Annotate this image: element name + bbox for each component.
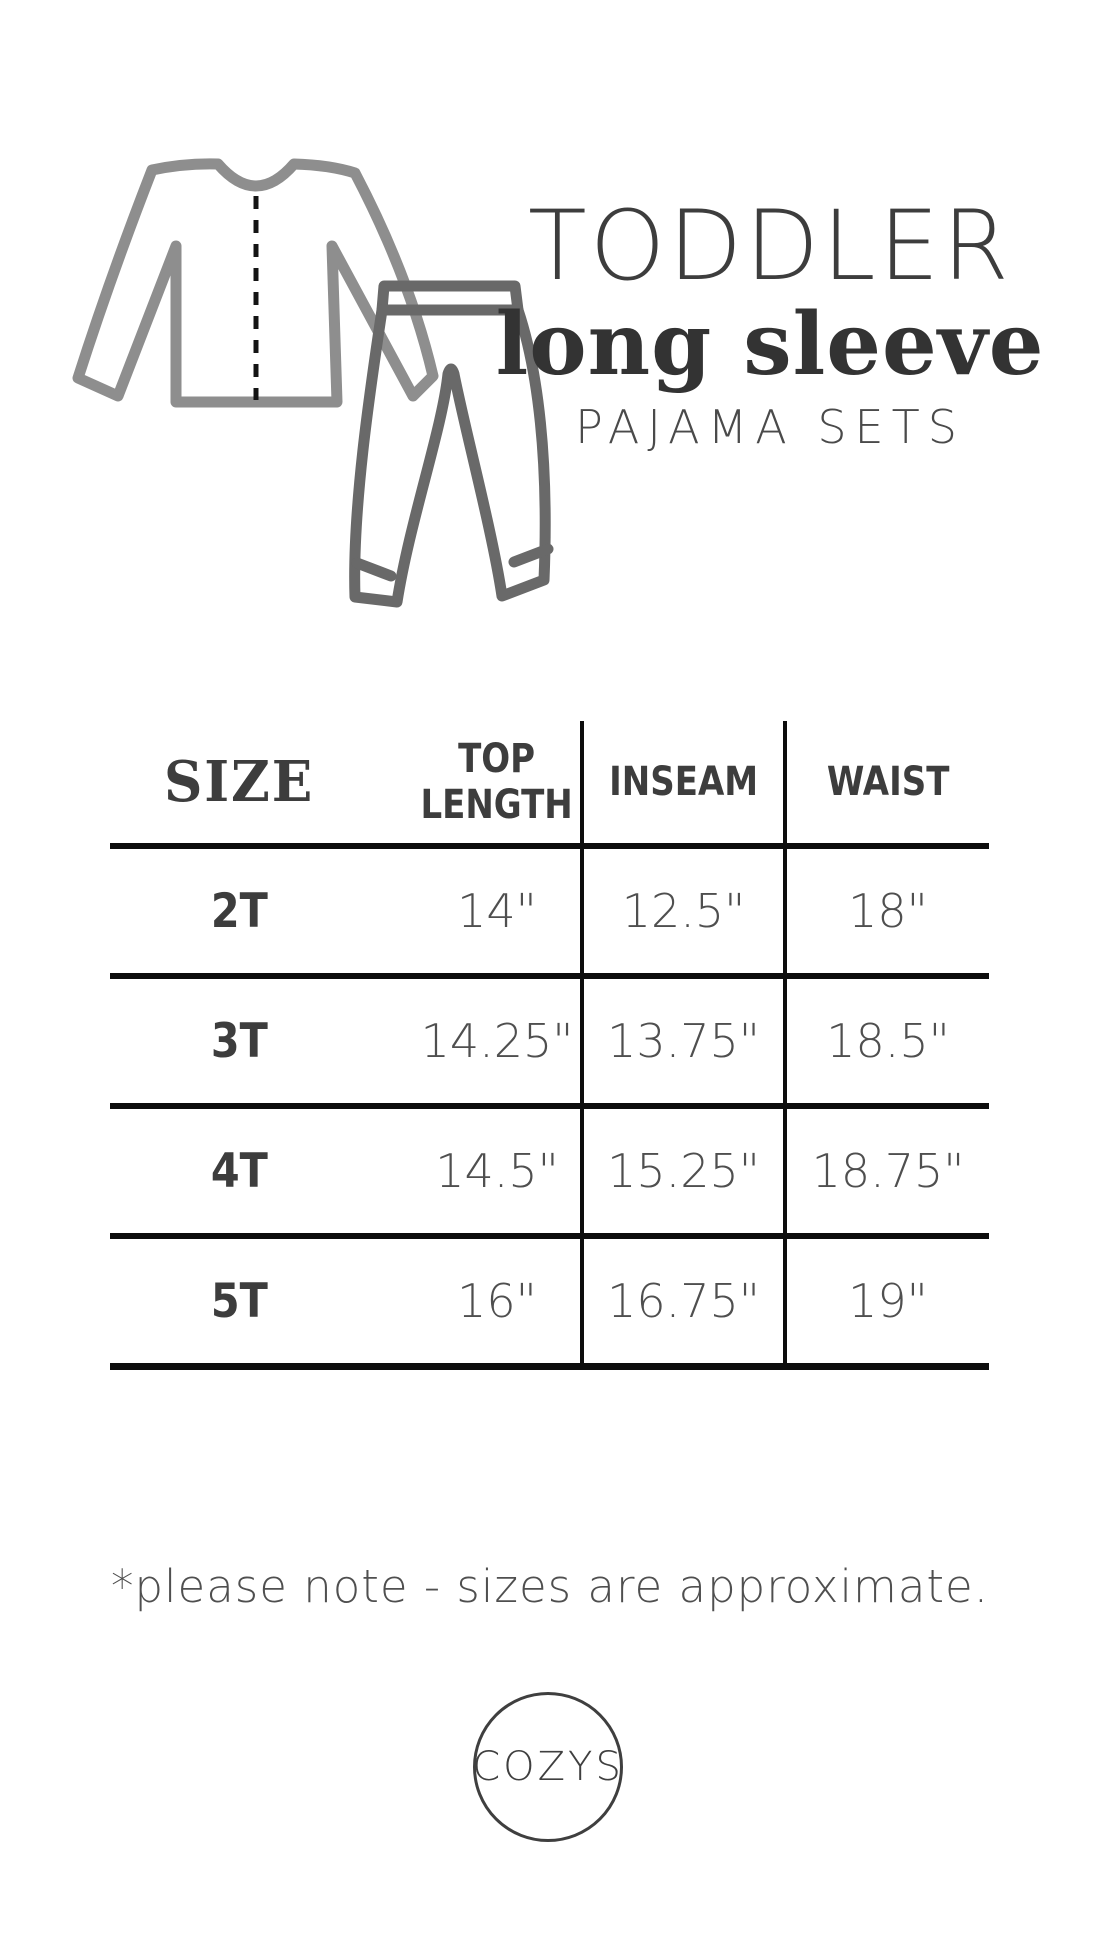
brand-logo: COZYS [472,1692,624,1842]
cell-size: 2T [210,883,268,939]
page-title: TODDLER [528,190,1012,302]
cell-inseam: 12.5" [580,849,787,973]
approximate-sizes-note: *please note - sizes are approximate. [110,1560,990,1613]
page-subtitle: PAJAMA SETS [575,399,965,454]
cell-waist: 18" [848,884,928,938]
cell-size: 4T [210,1143,268,1199]
header-cell-inseam: INSEAM [580,721,787,843]
cell-top-length: 14" [457,884,537,938]
table-row-4t: 4T 14.5" 15.25" 18.75" [110,1109,989,1239]
cell-waist: 18.75" [811,1144,965,1198]
pajama-set-icon [72,158,554,608]
page-subtitle-script: long sleeve [495,293,1045,395]
cell-top-length: 16" [457,1274,537,1328]
header-cell-size: SIZE [163,749,315,815]
cell-top-length: 14.5" [435,1144,559,1198]
cell-waist: 18.5" [826,1014,950,1068]
cell-waist: 19" [848,1274,928,1328]
cell-inseam: 13.75" [580,979,787,1103]
header-cell-waist: WAIST [826,759,950,805]
title-block: TODDLER long sleeve PAJAMA SETS [440,190,1100,454]
cell-size: 3T [210,1013,268,1069]
pajama-top-outline [72,158,439,408]
brand-logo-text: COZYS [472,1744,624,1790]
cell-inseam: 15.25" [580,1109,787,1233]
cell-size: 5T [210,1273,268,1329]
cell-top-length: 14.25" [420,1014,574,1068]
pajama-pants-outline [349,280,554,608]
header-cell-top-length: TOP LENGTH [420,736,574,828]
size-chart-table: SIZE TOP LENGTH INSEAM WAIST 2T 14" 12.5… [110,721,989,1370]
cell-inseam: 16.75" [580,1239,787,1363]
table-row-5t: 5T 16" 16.75" 19" [110,1239,989,1370]
table-row-3t: 3T 14.25" 13.75" 18.5" [110,979,989,1109]
table-header-row: SIZE TOP LENGTH INSEAM WAIST [110,721,989,849]
table-row-2t: 2T 14" 12.5" 18" [110,849,989,979]
